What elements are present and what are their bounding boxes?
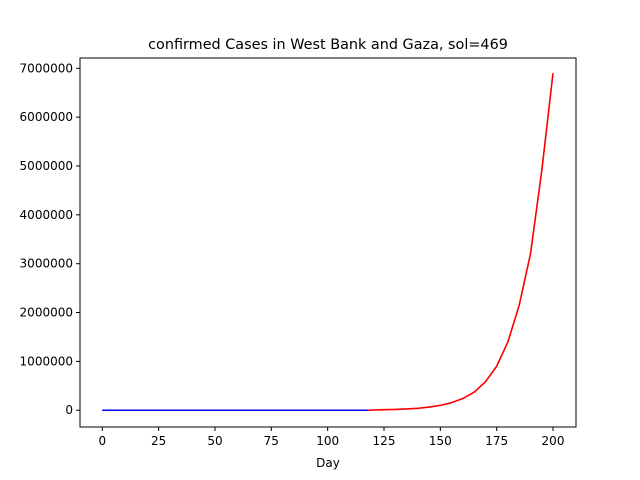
y-tick-label: 5000000 <box>20 159 73 173</box>
plot-lines <box>102 73 554 412</box>
x-tick-label: 200 <box>542 434 565 448</box>
x-tick-label: 75 <box>264 434 279 448</box>
x-tick-label: 150 <box>429 434 452 448</box>
series-line-0 <box>102 73 554 412</box>
x-tick-label: 100 <box>316 434 339 448</box>
y-tick-label: 2000000 <box>20 306 73 320</box>
x-tick-label: 125 <box>373 434 396 448</box>
x-tick-label: 25 <box>151 434 166 448</box>
x-tick-label: 175 <box>485 434 508 448</box>
plot-frame <box>79 57 577 428</box>
x-tick-label: 0 <box>98 434 106 448</box>
y-tick-label: 6000000 <box>20 110 73 124</box>
y-tick-label: 3000000 <box>20 257 73 271</box>
y-tick-label: 1000000 <box>20 354 73 368</box>
y-tick-label: 0 <box>65 403 73 417</box>
y-tick-label: 7000000 <box>20 61 73 75</box>
x-axis-label: Day <box>316 456 340 470</box>
x-tick-label: 50 <box>207 434 222 448</box>
y-tick-label: 4000000 <box>20 208 73 222</box>
chart-title: confirmed Cases in West Bank and Gaza, s… <box>148 37 508 53</box>
y-axis-ticks: 0 1000000 2000000 3000000 4000000 5000000 6000… <box>20 61 80 417</box>
x-axis-ticks: 0 25 50 75 100 125 150 175 200 <box>98 427 564 448</box>
